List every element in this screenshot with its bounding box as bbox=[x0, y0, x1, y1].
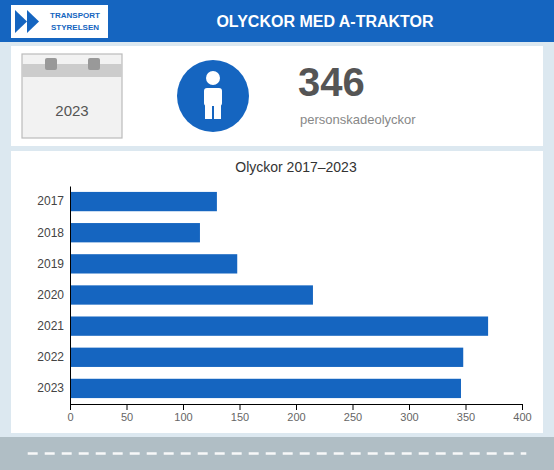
x-tick: 250 bbox=[344, 404, 362, 423]
x-tick: 350 bbox=[457, 404, 475, 423]
x-tick-mark bbox=[522, 404, 523, 410]
bar bbox=[70, 316, 488, 335]
bar bbox=[70, 285, 313, 304]
info-panel-bg bbox=[11, 46, 543, 146]
x-tick: 50 bbox=[121, 404, 133, 423]
x-tick-mark bbox=[296, 404, 297, 410]
y-axis: 2017 2018 2019 2020 2021 2022 2023 bbox=[37, 187, 70, 405]
calendar-ring bbox=[88, 58, 100, 70]
x-tick-label: 200 bbox=[287, 411, 305, 423]
bar bbox=[70, 254, 237, 273]
x-tick-mark bbox=[409, 404, 410, 410]
chart-title: Olyckor 2017–2023 bbox=[235, 159, 357, 175]
x-tick-mark bbox=[240, 404, 241, 410]
big-number: 346 bbox=[298, 60, 365, 104]
x-tick-mark bbox=[466, 404, 467, 410]
infographic: TRANSPORT STYRELSEN OLYCKOR MED A-TRAKTOR 2… bbox=[0, 0, 554, 470]
y-tick-label: 2021 bbox=[37, 319, 64, 333]
header: TRANSPORT STYRELSEN OLYCKOR MED A-TRAKTOR bbox=[0, 0, 554, 42]
y-tick: 2018 bbox=[37, 226, 64, 240]
x-tick: 150 bbox=[231, 404, 249, 423]
x-tick-label: 50 bbox=[121, 411, 133, 423]
logo-text: STYRELSEN bbox=[51, 23, 99, 32]
bar bbox=[70, 379, 461, 398]
chart-panel-bg bbox=[11, 151, 543, 433]
y-tick: 2021 bbox=[37, 319, 64, 333]
x-tick: 400 bbox=[513, 404, 531, 423]
x-tick-label: 250 bbox=[344, 411, 362, 423]
y-tick-label: 2022 bbox=[37, 350, 64, 364]
x-axis: 0 50 100 150 200 250 300 350 400 bbox=[67, 404, 531, 423]
header-band bbox=[0, 0, 554, 42]
x-tick-mark bbox=[127, 404, 128, 410]
calendar-ring bbox=[45, 58, 57, 70]
x-tick-label: 350 bbox=[457, 411, 475, 423]
x-tick-label: 100 bbox=[174, 411, 192, 423]
logo-text: TRANSPORT bbox=[50, 11, 100, 20]
year-label: 2023 bbox=[55, 102, 88, 119]
x-tick-label: 0 bbox=[67, 411, 73, 423]
bar bbox=[70, 192, 217, 211]
x-tick-mark bbox=[353, 404, 354, 410]
bars bbox=[70, 192, 488, 398]
x-tick-label: 400 bbox=[513, 411, 531, 423]
bottom-stripe-bg bbox=[0, 437, 554, 470]
y-tick-label: 2018 bbox=[37, 226, 64, 240]
x-tick-mark bbox=[70, 404, 71, 410]
y-tick-label: 2020 bbox=[37, 288, 64, 302]
chart-panel: Olyckor 2017–2023 0 50 100 150 200 250 300 350 40… bbox=[11, 151, 543, 433]
x-tick-label: 300 bbox=[400, 411, 418, 423]
y-tick: 2017 bbox=[37, 194, 64, 208]
y-axis-line bbox=[70, 187, 71, 405]
x-tick-label: 150 bbox=[231, 411, 249, 423]
header-title: OLYCKOR MED A-TRAKTOR bbox=[216, 13, 434, 30]
bar bbox=[70, 348, 463, 367]
bottom-stripe bbox=[0, 437, 554, 470]
y-tick: 2022 bbox=[37, 350, 64, 364]
y-tick: 2019 bbox=[37, 257, 64, 271]
y-tick: 2023 bbox=[37, 381, 64, 395]
x-tick: 300 bbox=[400, 404, 418, 423]
x-tick: 200 bbox=[287, 404, 305, 423]
big-number-sub: personskadeolyckor bbox=[300, 112, 416, 127]
calendar-icon bbox=[22, 54, 122, 138]
y-tick-label: 2023 bbox=[37, 381, 64, 395]
person-head bbox=[206, 71, 220, 85]
y-tick-label: 2017 bbox=[37, 194, 64, 208]
logo-chevron bbox=[27, 10, 39, 33]
x-tick: 0 bbox=[67, 404, 73, 423]
person-leg bbox=[205, 104, 212, 119]
person-body bbox=[204, 88, 222, 106]
road-marking bbox=[28, 452, 527, 455]
y-tick-label: 2019 bbox=[37, 257, 64, 271]
logo-chevron bbox=[15, 10, 27, 33]
bar bbox=[70, 223, 200, 242]
background bbox=[0, 0, 554, 470]
y-tick: 2020 bbox=[37, 288, 64, 302]
calendar-bar bbox=[22, 64, 122, 77]
person-icon bbox=[177, 60, 249, 132]
info-panel: 2023 346 personskadeolyckor bbox=[11, 46, 543, 146]
x-tick-mark bbox=[183, 404, 184, 410]
person-leg bbox=[214, 104, 221, 119]
x-tick: 100 bbox=[174, 404, 192, 423]
logo-box bbox=[11, 5, 108, 38]
x-axis-line bbox=[71, 405, 523, 411]
